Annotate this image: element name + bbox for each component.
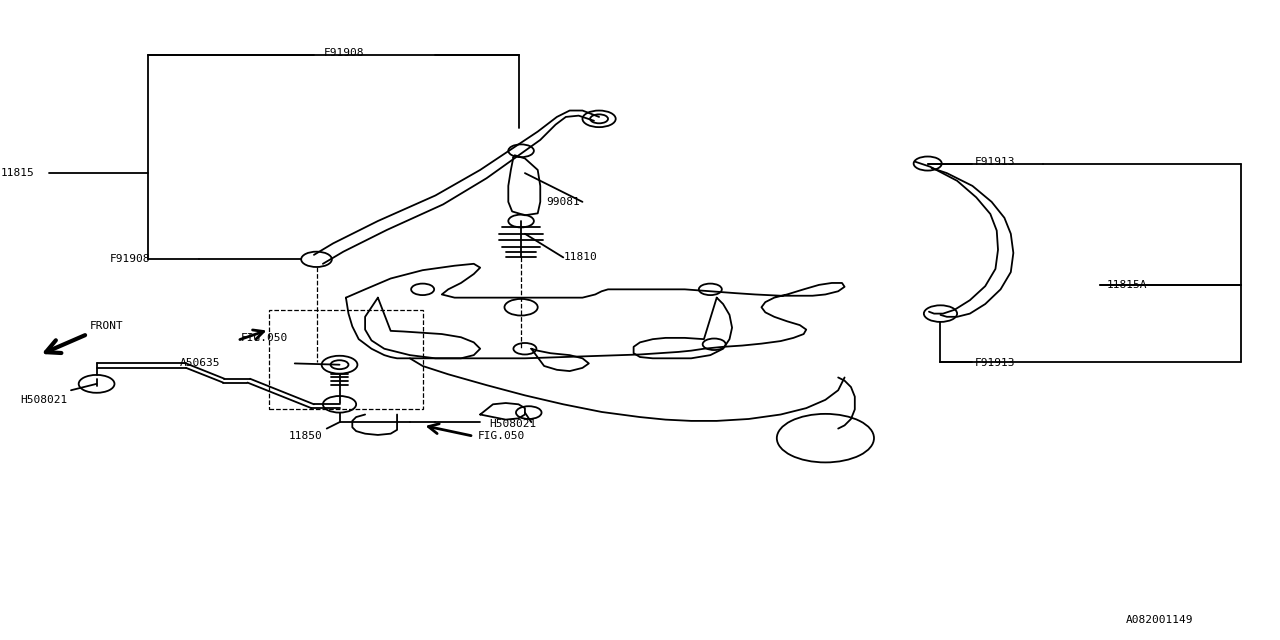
Text: 99081: 99081 bbox=[547, 197, 580, 207]
Text: 11815A: 11815A bbox=[1107, 280, 1147, 290]
Text: 11850: 11850 bbox=[288, 431, 323, 441]
Text: F91913: F91913 bbox=[975, 157, 1015, 166]
Text: H508021: H508021 bbox=[20, 395, 67, 405]
Text: F91908: F91908 bbox=[324, 48, 365, 58]
Text: FRONT: FRONT bbox=[90, 321, 124, 332]
Text: F91908: F91908 bbox=[109, 254, 150, 264]
Bar bbox=[269, 310, 422, 410]
Text: F91913: F91913 bbox=[975, 358, 1015, 368]
Text: A082001149: A082001149 bbox=[1126, 615, 1193, 625]
Text: 11815: 11815 bbox=[1, 168, 35, 178]
Text: A50635: A50635 bbox=[179, 358, 220, 369]
Text: FIG.050: FIG.050 bbox=[241, 333, 288, 343]
Text: H508021: H508021 bbox=[489, 419, 536, 429]
Text: FIG.050: FIG.050 bbox=[477, 431, 525, 441]
Text: 11810: 11810 bbox=[563, 252, 596, 262]
